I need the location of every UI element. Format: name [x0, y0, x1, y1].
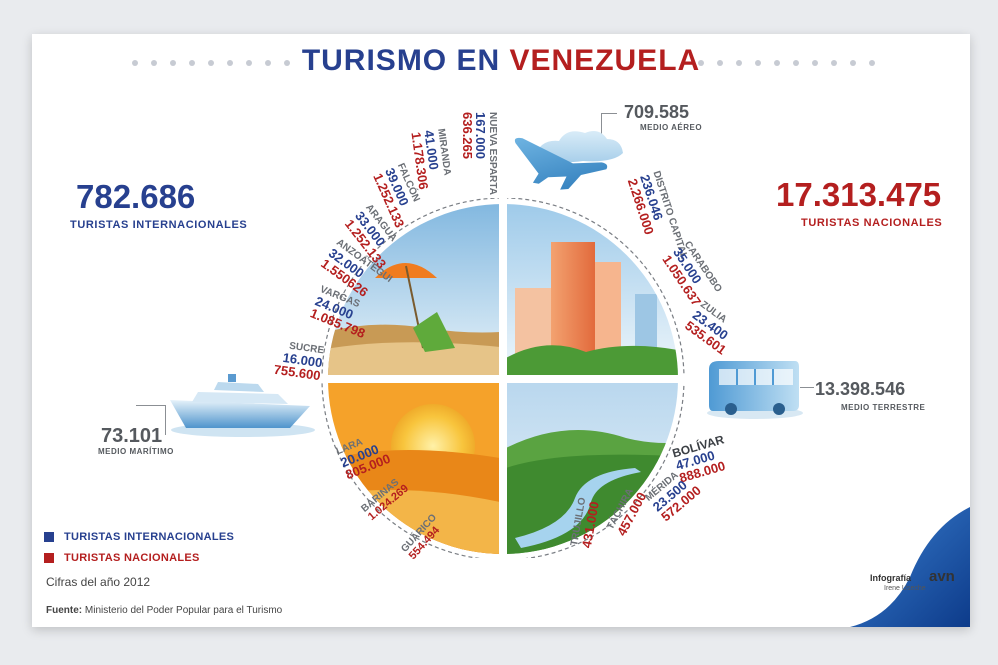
international-label: TURISTAS INTERNACIONALES — [70, 219, 248, 231]
sea-leader — [136, 405, 166, 435]
title-row: TURISMO EN VENEZUELA — [32, 42, 970, 82]
quadrant-circle — [315, 198, 695, 558]
bus-icon — [707, 361, 803, 419]
page-title: TURISMO EN VENEZUELA — [301, 44, 701, 77]
source-note: Fuente: Ministerio del Poder Popular par… — [46, 605, 282, 616]
sea-value: 73.101 — [101, 425, 163, 447]
source-text: Ministerio del Poder Popular para el Tur… — [84, 605, 283, 616]
legend-intl-swatch — [44, 532, 54, 542]
right-dots — [698, 60, 875, 66]
national-label: TURISTAS NACIONALES — [801, 217, 943, 229]
state-miranda: MIRANDA 41.000 1.178.306 — [408, 128, 453, 191]
credit-author: Irene Useche — [884, 585, 926, 592]
legend-nat: TURISTAS NACIONALES — [44, 552, 200, 564]
land-value: 13.398.546 — [815, 379, 906, 399]
state-sucre: SUCRE 16.000 755.600 — [273, 340, 325, 384]
legend-nat-label: TURISTAS NACIONALES — [64, 552, 200, 564]
sea-label: MEDIO MARÍTIMO — [98, 447, 174, 456]
air-value: 709.585 — [624, 102, 690, 122]
airplane-icon — [514, 131, 623, 190]
international-total: 782.686 — [76, 178, 196, 215]
state-name: NUEVA ESPARTA — [487, 112, 498, 195]
state-nueva-esparta: NUEVA ESPARTA 167.000 636.265 — [460, 112, 498, 195]
air-label: MEDIO AÉREO — [640, 123, 703, 132]
legend-nat-swatch — [44, 553, 54, 563]
state-intl: 167.000 — [473, 112, 488, 159]
land-label: MEDIO TERRESTRE — [841, 403, 926, 412]
national-total: 17.313.475 — [776, 176, 942, 213]
state-nat: 636.265 — [460, 112, 475, 159]
air-leader — [601, 113, 617, 143]
legend-intl: TURISTAS INTERNACIONALES — [44, 531, 234, 543]
credit-title: Infografía — [870, 573, 912, 583]
ship-icon — [170, 374, 315, 437]
land-leader — [800, 387, 814, 388]
left-dots — [132, 60, 290, 66]
year-note: Cifras del año 2012 — [46, 575, 151, 589]
source-label: Fuente: — [46, 605, 83, 616]
page-curl-decoration — [850, 507, 970, 627]
avn-logo: avn — [929, 568, 955, 585]
legend-intl-label: TURISTAS INTERNACIONALES — [64, 531, 235, 543]
